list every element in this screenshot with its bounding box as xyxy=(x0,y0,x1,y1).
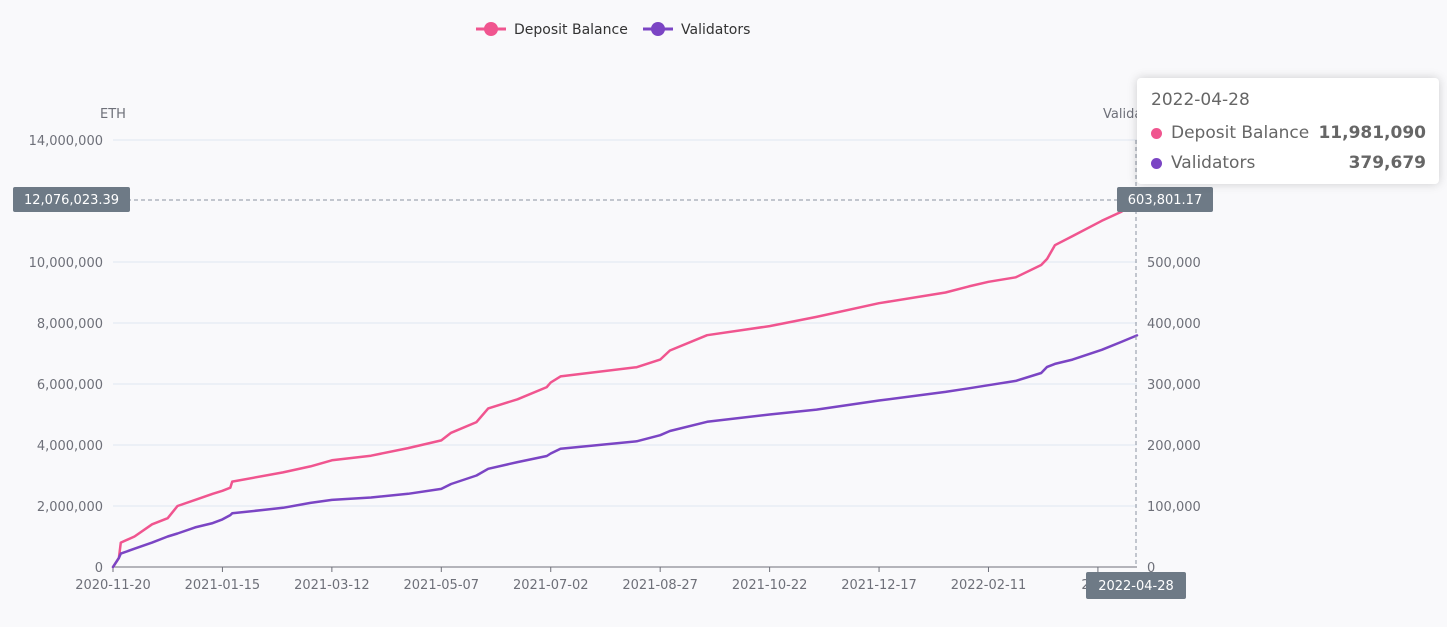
axis-pointer-right-label-bg xyxy=(1117,187,1213,212)
y-axis-right-tick-label: 500,000 xyxy=(1147,256,1201,271)
x-axis-ticks: 2020-11-20 2021-01-15 2021-03-12 2021-05-07… xyxy=(75,567,1114,593)
y-axis-right-ticks: 0 100,000 200,000 300,000 400,000 500,000 xyxy=(1147,256,1201,576)
tooltip-date: 2022-04-28 xyxy=(1151,90,1250,110)
tooltip-row-validators: Validators 379,679 xyxy=(1151,148,1426,178)
x-axis-tick-label: 2021-01-15 xyxy=(185,578,261,593)
x-axis-tick-label: 2021-05-07 xyxy=(404,578,480,593)
x-axis-tick-label: 2021-03-12 xyxy=(294,578,370,593)
axis-pointer-x-label: 2022-04-28 xyxy=(1098,579,1174,594)
legend-label-deposit-balance: Deposit Balance xyxy=(514,22,628,38)
y-axis-left-tick-label: 0 xyxy=(95,561,103,576)
axis-pointer-left-label: 12,076,023.39 xyxy=(24,193,119,208)
y-axis-left-tick-label: 4,000,000 xyxy=(37,439,103,454)
legend-item-deposit-balance[interactable]: Deposit Balance xyxy=(476,22,628,38)
axis-pointer-left-label-bg xyxy=(13,187,130,212)
y-axis-left-tick-label: 8,000,000 xyxy=(37,317,103,332)
y-axis-left-tick-label: 10,000,000 xyxy=(29,256,103,271)
legend-item-validators[interactable]: Validators xyxy=(643,22,750,38)
legend-marker-deposit-balance xyxy=(484,22,498,36)
series-line-validators xyxy=(111,334,1139,569)
tooltip-row-deposit-balance: Deposit Balance 11,981,090 xyxy=(1151,118,1426,148)
tooltip-marker-deposit-balance xyxy=(1151,127,1162,139)
y-axis-left-tick-label: 2,000,000 xyxy=(37,500,103,515)
tooltip-marker-validators xyxy=(1151,157,1162,169)
legend-marker-validators xyxy=(651,22,665,36)
series-line-deposit-balance xyxy=(111,200,1139,569)
tooltip: 2022-04-28 Deposit Balance 11,981,090 Va… xyxy=(1137,78,1439,184)
axis-pointer-right-label: 603,801.17 xyxy=(1128,193,1202,208)
x-axis-tick-label: 2021-12-17 xyxy=(841,578,917,593)
y-axis-left-tick-label: 14,000,000 xyxy=(29,134,103,149)
series-group xyxy=(111,200,1139,569)
x-axis-tick-label: 2021-08-27 xyxy=(622,578,698,593)
y-axis-right-tick-label: 400,000 xyxy=(1147,317,1201,332)
y-axis-left-tick-label: 6,000,000 xyxy=(37,378,103,393)
y-axis-right-tick-label: 0 xyxy=(1147,561,1155,576)
x-axis-tick-label: 2021-10-22 xyxy=(732,578,808,593)
grid xyxy=(113,139,1137,507)
y-axis-right-tick-label: 300,000 xyxy=(1147,378,1201,393)
axis-pointer-x-label-bg xyxy=(1086,572,1186,599)
legend-label-validators: Validators xyxy=(681,22,750,38)
x-axis-tick-label: 2021-07-02 xyxy=(513,578,589,593)
axis-pointer: 12,076,023.39 603,801.17 2022-04-28 xyxy=(13,140,1213,599)
legend: Deposit Balance Validators xyxy=(476,22,750,38)
tooltip-value-validators: 379,679 xyxy=(1348,153,1426,173)
y-axis-right-tick-label: 200,000 xyxy=(1147,439,1201,454)
tooltip-name-deposit-balance: Deposit Balance xyxy=(1171,123,1310,143)
y-axis-left-ticks: 0 2,000,000 4,000,000 6,000,000 8,000,000 10,… xyxy=(29,134,103,576)
y-axis-left-name: ETH xyxy=(100,107,126,122)
tooltip-name-validators: Validators xyxy=(1171,153,1256,173)
tooltip-value-deposit-balance: 11,981,090 xyxy=(1318,123,1426,143)
y-axis-right-tick-label: 100,000 xyxy=(1147,500,1201,515)
x-axis-tick-label: 2020-11-20 xyxy=(75,578,151,593)
x-axis-tick-label: 2022-02-11 xyxy=(951,578,1027,593)
